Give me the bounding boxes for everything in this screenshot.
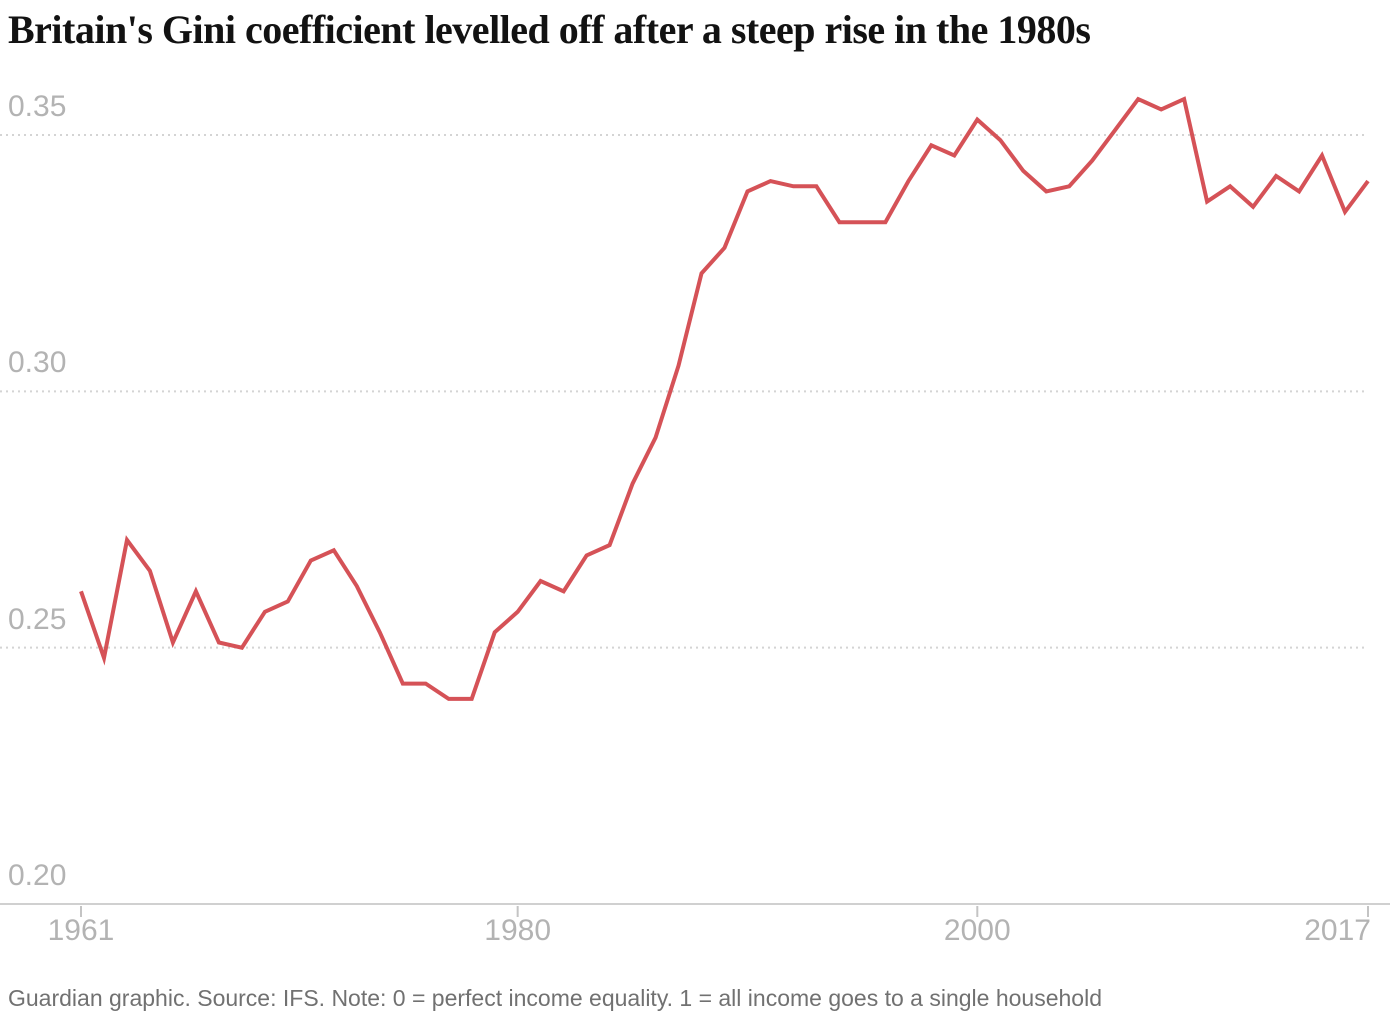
chart-title: Britain's Gini coefficient levelled off …	[8, 7, 1091, 52]
x-axis-label-2000: 2000	[943, 914, 1011, 947]
x-axis-label-2017: 2017	[1304, 914, 1371, 947]
y-axis-label-0.20: 0.20	[8, 859, 67, 892]
y-axis-label-0.30: 0.30	[8, 346, 67, 380]
source-note: Guardian graphic. Source: IFS. Note: 0 =…	[8, 985, 1102, 1011]
gini-coefficient-line	[79, 96, 1370, 701]
x-axis-label-1980: 1980	[484, 914, 552, 947]
y-axis-label-0.25: 0.25	[8, 602, 67, 636]
y-axis-label-0.35: 0.35	[8, 90, 67, 123]
x-axis-label-1961: 1961	[47, 914, 115, 947]
